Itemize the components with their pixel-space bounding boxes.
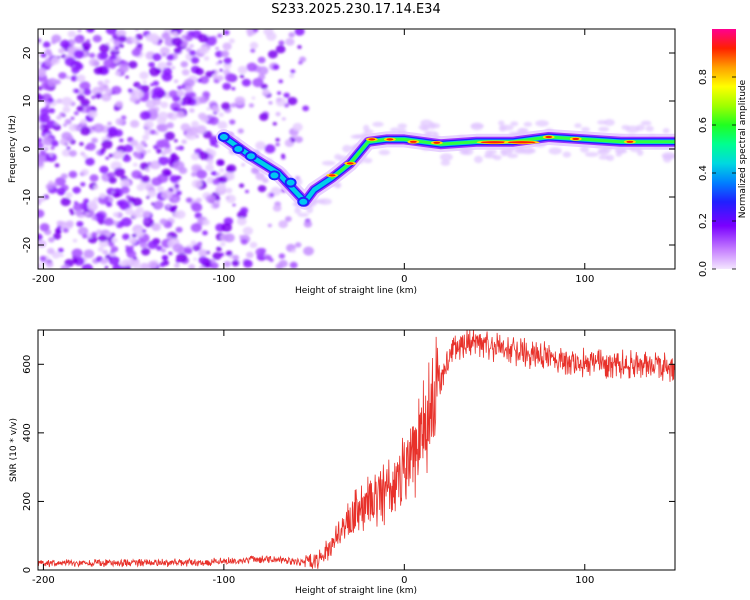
colorbar-tick-label: 0.4: [698, 165, 709, 181]
snr-ytick-label: 600: [22, 355, 33, 374]
snr-panel: -200 -100 0 100 0 200 400 600 Height of straigh…: [9, 329, 676, 596]
spectrogram-noise: [38, 29, 675, 269]
ridge-hotspot-core: [545, 135, 553, 139]
ridge-hotspot-core: [572, 137, 580, 141]
spectrogram-ridge: [215, 129, 675, 210]
snr-xlabel: Height of straight line (km): [295, 586, 417, 596]
ridge-blob: [268, 170, 281, 181]
spectrogram-xtick-label: -200: [32, 274, 55, 285]
spectrogram-ytick-label: 20: [22, 47, 33, 60]
snr-xtick-label: 100: [575, 575, 594, 586]
ridge-hotspot-core: [626, 140, 634, 143]
colorbar-label: Normalized spectral amplitude: [738, 79, 748, 218]
spectrogram-ytick-label: 0: [22, 146, 33, 152]
snr-ylabel: SNR (10 * v/v): [9, 418, 19, 482]
spectrogram-xtick-label: 100: [575, 274, 594, 285]
spectrogram-ytick-label: -20: [22, 237, 33, 253]
ridge-hotspot-core: [409, 140, 417, 143]
snr-ytick-label: 0: [22, 567, 33, 573]
colorbar-tick-label: 0.2: [698, 213, 709, 229]
spectrogram-image: [38, 29, 675, 269]
spectrogram-xtick-label: 0: [401, 274, 407, 285]
ridge-hotspot-core: [368, 138, 376, 141]
ridge-blob: [284, 177, 297, 188]
ridge-hotspot-core: [480, 141, 509, 144]
spectrogram-xlabel: Height of straight line (km): [295, 286, 417, 296]
figure-title: S233.2025.230.17.14.E34: [271, 2, 440, 17]
colorbar-ticks: 0.0 0.2 0.4 0.6 0.8: [698, 69, 736, 277]
ridge-blob: [217, 132, 230, 142]
snr-ytick-label: 200: [22, 492, 33, 511]
colorbar-tick-label: 0.8: [698, 69, 709, 85]
ridge-hotspot-core: [328, 174, 336, 177]
snr-xtick-label: -200: [32, 575, 55, 586]
ridge-hotspot-core: [346, 162, 354, 165]
colorbar-tick-label: 0.6: [698, 117, 709, 133]
spectrogram-ytick-label: 10: [22, 95, 33, 108]
ridge-blob: [244, 151, 257, 162]
colorbar-tick-label: 0.0: [698, 261, 709, 277]
snr-xtick-label: -100: [213, 575, 236, 586]
colorbar: [712, 29, 736, 269]
spectrogram-ytick-label: -10: [22, 189, 33, 205]
ridge-hotspot-core: [507, 141, 536, 144]
ridge-hotspot-core: [386, 138, 394, 141]
snr-frame: [37, 329, 676, 571]
snr-ticks: -200 -100 0 100 0 200 400 600: [22, 330, 675, 586]
ridge-blob: [232, 144, 245, 154]
snr-ytick-label: 400: [22, 423, 33, 442]
spectrogram-xtick-label: -100: [213, 274, 236, 285]
snr-series-line: [38, 330, 675, 569]
snr-xtick-label: 0: [401, 575, 407, 586]
spectrogram-ylabel: Frequency (Hz): [8, 115, 18, 183]
ridge-blob: [297, 196, 310, 207]
ridge-hotspot-core: [433, 141, 441, 144]
